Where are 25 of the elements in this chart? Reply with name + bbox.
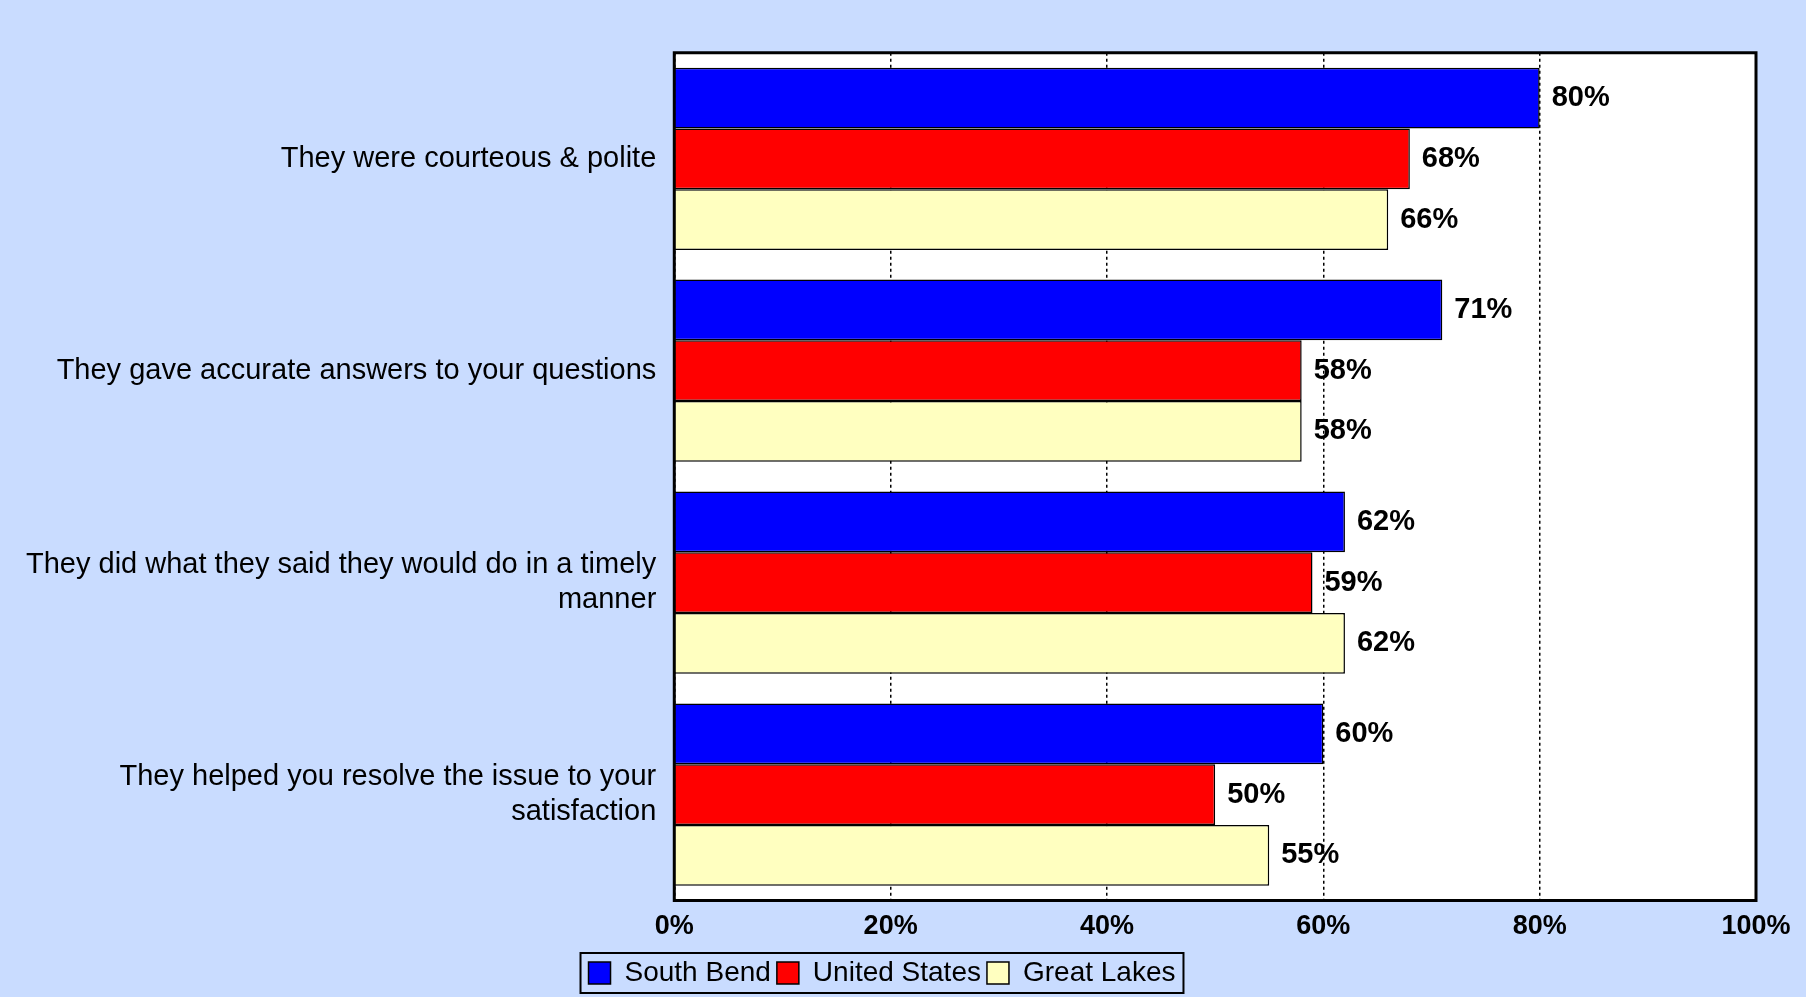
data-label: 50% — [1227, 776, 1286, 809]
y-tick-label: They gave accurate answers to your questions — [56, 352, 657, 385]
data-label: 66% — [1400, 201, 1459, 234]
data-label: 60% — [1335, 715, 1394, 748]
y-tick-label: They were courteous & polite — [280, 140, 657, 173]
legend-label: South Bend — [624, 955, 771, 987]
x-tick-label: 40% — [1079, 910, 1134, 941]
data-label: 58% — [1313, 413, 1372, 446]
x-tick-label: 60% — [1296, 910, 1351, 941]
data-label: 59% — [1324, 564, 1383, 597]
x-tick-label: 0% — [654, 910, 694, 941]
data-label: 58% — [1313, 352, 1372, 385]
data-label: 62% — [1356, 625, 1416, 658]
y-tick-label: They helped you resolve the issue to your satisfaction — [119, 759, 657, 827]
data-label: 62% — [1356, 503, 1416, 536]
y-tick-label: They did what they said they would do in a timely manner — [25, 547, 657, 615]
data-label: 55% — [1281, 837, 1340, 870]
x-tick-label: 20% — [863, 910, 918, 941]
data-label: 80% — [1551, 80, 1610, 113]
legend-label: United States — [812, 955, 981, 987]
legend-label: Great Lakes — [1022, 955, 1176, 987]
x-tick-label: 80% — [1512, 910, 1567, 941]
x-tick-label: 100% — [1721, 910, 1791, 941]
data-label: 68% — [1421, 140, 1481, 173]
data-label: 71% — [1454, 291, 1513, 324]
